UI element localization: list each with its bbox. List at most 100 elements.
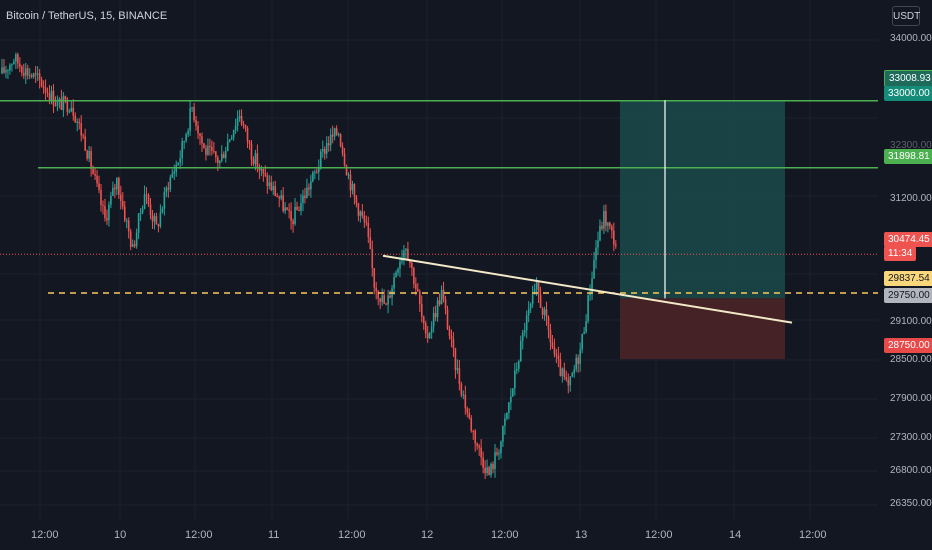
candle-body <box>527 308 530 316</box>
bar-countdown: 11:34 <box>884 246 917 261</box>
drawing-overlays <box>0 100 878 324</box>
candle-body <box>329 134 332 146</box>
candle-body <box>359 211 362 216</box>
candle-body <box>161 208 164 213</box>
candle-body <box>78 121 81 124</box>
candle-body <box>151 215 154 222</box>
candle-body <box>173 171 176 174</box>
x-tick-label: 12:00 <box>31 529 59 541</box>
candle-body <box>266 175 269 187</box>
candle-body <box>555 353 558 356</box>
candle-body <box>60 98 63 110</box>
x-tick-label: 11 <box>268 529 280 541</box>
candle-body <box>393 276 395 289</box>
candle-body <box>347 174 350 176</box>
candle-body <box>510 396 512 403</box>
candle-body <box>432 313 435 327</box>
candle-body <box>535 282 538 290</box>
candle-body <box>211 146 213 151</box>
candle-body <box>341 146 344 154</box>
candle-body <box>230 137 233 140</box>
trendline <box>382 254 793 324</box>
candle-body <box>131 244 134 247</box>
candle-body <box>302 195 304 203</box>
candles-group <box>1 52 617 479</box>
candle-body <box>62 96 65 110</box>
candle-body <box>474 430 477 444</box>
candle-body <box>100 189 102 205</box>
candle-body <box>203 143 205 149</box>
candle-body <box>464 394 467 409</box>
candle-body <box>171 173 174 178</box>
y-tick-label: 26800.00 <box>890 465 932 476</box>
candle-body <box>159 212 162 227</box>
candle-body <box>468 412 471 418</box>
candle-body <box>589 293 591 296</box>
candle-body <box>519 340 522 362</box>
candle-body <box>436 300 439 318</box>
candle-body <box>438 300 441 305</box>
candle-body <box>296 206 298 210</box>
candle-body <box>189 108 191 131</box>
candle-body <box>389 295 391 298</box>
candle-body <box>541 307 544 315</box>
candle-body <box>96 175 98 184</box>
candle-body <box>490 463 492 476</box>
candle-body <box>361 211 364 216</box>
candle-body <box>482 457 484 468</box>
candle-body <box>547 316 550 330</box>
candle-body <box>169 177 172 190</box>
candle-body <box>458 368 461 385</box>
x-tick-label: 13 <box>575 529 588 541</box>
candle-body <box>312 172 314 182</box>
candle-body <box>264 173 267 176</box>
candle-body <box>506 412 508 419</box>
candle-body <box>127 220 130 232</box>
candle-body <box>409 259 411 263</box>
candle-body <box>98 183 100 190</box>
candle-body <box>256 153 259 169</box>
candle-body <box>197 125 199 134</box>
candle-body <box>339 134 342 147</box>
candle-body <box>36 73 39 75</box>
candle-body <box>292 220 294 225</box>
candle-body <box>246 127 249 142</box>
candle-body <box>183 141 185 143</box>
candle-body <box>539 294 542 308</box>
y-tick-label: 34000.00 <box>890 33 932 44</box>
candle-body <box>46 92 49 94</box>
candle-body <box>7 70 9 72</box>
candle-body <box>30 75 33 77</box>
candle-body <box>201 136 203 144</box>
candle-body <box>13 61 15 65</box>
x-tick-label: 12 <box>421 529 434 541</box>
candle-body <box>213 150 215 152</box>
candle-body <box>195 120 197 126</box>
lower-line-price-tag: 31898.81 <box>884 149 932 164</box>
candle-body <box>236 118 239 126</box>
candle-body <box>114 187 116 190</box>
candle-body <box>222 154 225 159</box>
candle-body <box>335 128 338 135</box>
candle-body <box>137 213 140 233</box>
y-tick-label: 27900.00 <box>890 393 932 404</box>
candle-body <box>611 226 613 231</box>
currency-button[interactable]: USDT <box>892 6 920 26</box>
candle-body <box>551 342 554 348</box>
candle-body <box>298 209 300 211</box>
candle-body <box>56 101 59 106</box>
candle-body <box>112 187 114 196</box>
candle-body <box>104 205 106 218</box>
candle-body <box>80 123 82 136</box>
candle-body <box>102 204 104 206</box>
candle-body <box>278 197 280 199</box>
candle-body <box>143 194 146 209</box>
candle-body <box>129 231 132 247</box>
candle-body <box>42 86 45 88</box>
candle-body <box>147 195 150 205</box>
x-tick-label: 12:00 <box>491 529 519 541</box>
candle-body <box>286 207 288 210</box>
candle-body <box>319 151 322 168</box>
candle-body <box>565 377 568 380</box>
